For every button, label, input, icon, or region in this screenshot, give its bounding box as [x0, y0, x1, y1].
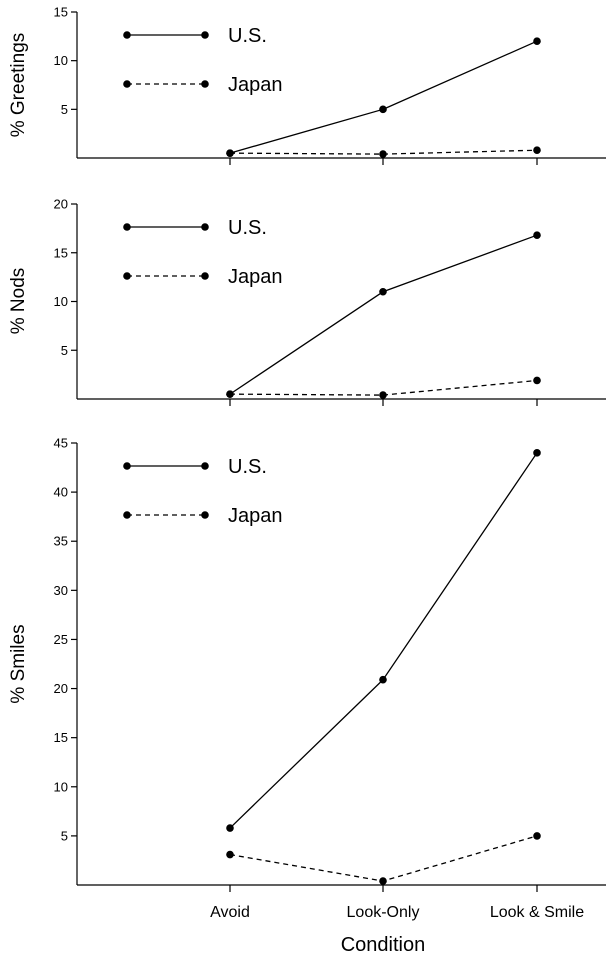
legend-marker — [201, 462, 209, 470]
legend-marker — [201, 223, 209, 231]
legend-label: U.S. — [228, 456, 267, 478]
y-tick-label: 15 — [54, 730, 68, 745]
data-point — [226, 149, 234, 157]
x-category-label: Look & Smile — [490, 904, 584, 921]
data-point — [379, 105, 387, 114]
y-axis-label: % Smiles — [8, 624, 29, 703]
y-tick-label: 20 — [54, 681, 68, 696]
data-point — [533, 146, 541, 155]
y-tick-label: 35 — [54, 534, 68, 549]
series-line-us — [229, 40, 538, 154]
y-tick-label: 5 — [61, 343, 68, 358]
legend-marker — [123, 462, 131, 470]
y-tick-label: 5 — [61, 828, 68, 843]
y-tick-label: 15 — [54, 5, 68, 20]
legend-marker — [123, 80, 131, 88]
legend-marker — [123, 511, 131, 519]
data-point — [379, 391, 387, 399]
legend-label: Japan — [228, 266, 283, 288]
data-point — [226, 850, 234, 859]
legend-marker — [123, 31, 131, 39]
y-tick-label: 10 — [54, 779, 68, 794]
y-tick-label: 45 — [54, 436, 68, 451]
legend-marker — [201, 80, 209, 88]
legend-label: U.S. — [228, 25, 267, 47]
y-tick-label: 15 — [54, 245, 68, 260]
legend-marker — [201, 31, 209, 39]
data-point — [379, 877, 387, 885]
legend-label: Japan — [228, 505, 283, 527]
x-category-label: Avoid — [210, 904, 250, 921]
data-point — [533, 449, 541, 457]
data-point — [379, 287, 387, 296]
y-axis-label: % Nods — [8, 268, 29, 335]
legend-label: Japan — [228, 74, 283, 96]
data-point — [533, 376, 541, 385]
legend-marker — [123, 272, 131, 280]
data-point — [533, 832, 541, 840]
legend-marker — [201, 511, 209, 519]
y-axis-label: % Greetings — [8, 33, 29, 138]
y-tick-label: 10 — [54, 53, 68, 68]
legend-label: U.S. — [228, 217, 267, 239]
x-axis-label: Condition — [341, 934, 426, 956]
data-point — [379, 675, 387, 684]
y-tick-label: 10 — [54, 294, 68, 309]
y-tick-label: 5 — [61, 102, 68, 117]
x-category-label: Look-Only — [347, 904, 420, 921]
series-line-us — [229, 234, 538, 395]
data-point — [379, 150, 387, 158]
y-tick-label: 40 — [54, 485, 68, 500]
y-tick-label: 25 — [54, 632, 68, 647]
data-point — [226, 390, 234, 398]
data-point — [533, 37, 541, 45]
data-point — [226, 824, 234, 832]
legend-marker — [123, 223, 131, 231]
y-tick-label: 30 — [54, 583, 68, 598]
legend-marker — [201, 272, 209, 280]
series-line-japan — [229, 835, 538, 882]
y-tick-label: 20 — [54, 197, 68, 212]
data-point — [533, 231, 541, 239]
